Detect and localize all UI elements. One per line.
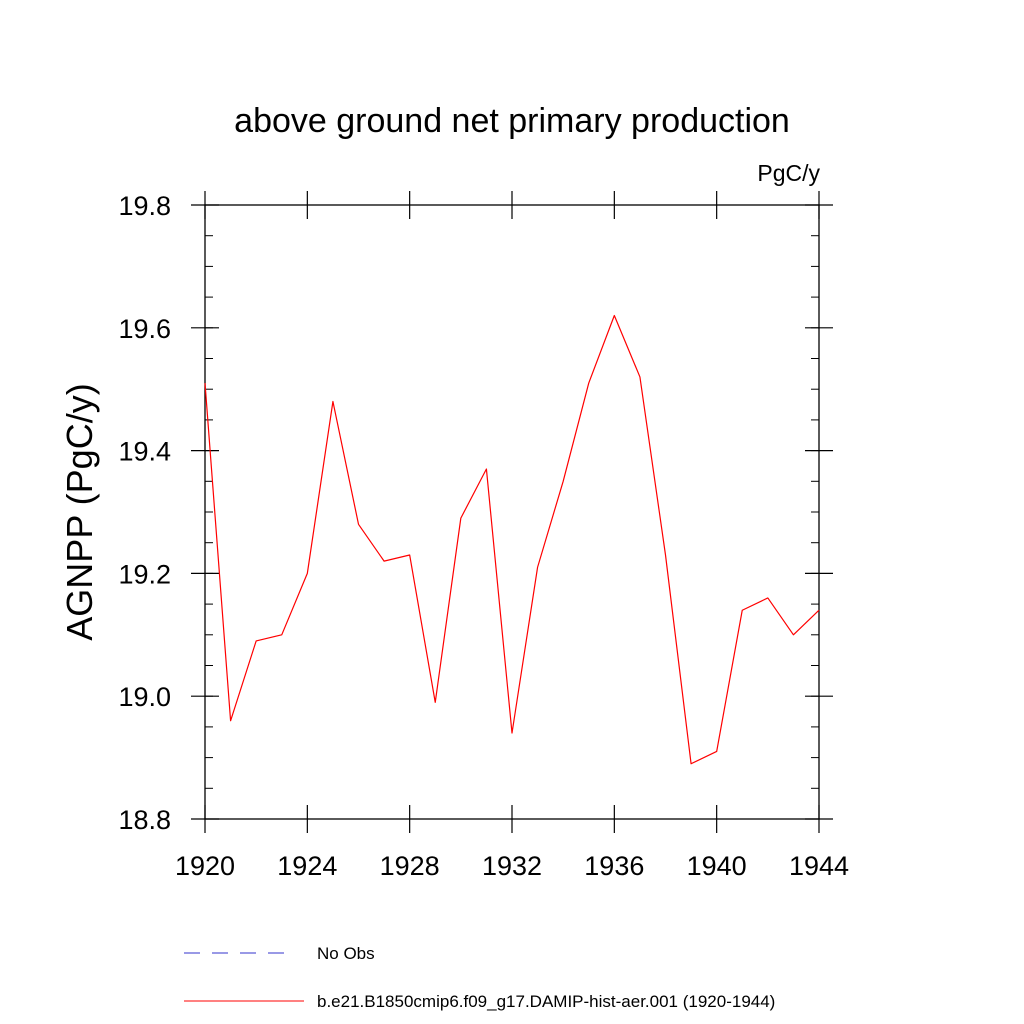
axis-ticks — [191, 191, 833, 833]
x-tick-label: 1944 — [789, 851, 849, 881]
y-tick-label: 19.2 — [118, 559, 171, 589]
y-tick-labels: 18.8 19.0 19.2 19.4 19.6 19.8 — [118, 191, 171, 835]
x-tick-labels: 1920 1924 1928 1932 1936 1940 1944 — [175, 851, 849, 881]
x-tick-label: 1920 — [175, 851, 235, 881]
y-tick-label: 18.8 — [118, 805, 171, 835]
x-tick-label: 1932 — [482, 851, 542, 881]
x-tick-label: 1936 — [584, 851, 644, 881]
y-tick-label: 19.6 — [118, 314, 171, 344]
chart-title: above ground net primary production — [234, 102, 790, 140]
y-tick-label: 19.4 — [118, 437, 171, 467]
series-line — [204, 314, 820, 765]
units-label: PgC/y — [757, 160, 820, 186]
y-tick-label: 19.0 — [118, 682, 171, 712]
legend-label: b.e21.B1850cmip6.f09_g17.DAMIP-hist-aer.… — [317, 992, 775, 1011]
legend-label: No Obs — [317, 944, 375, 963]
legend: No Obs b.e21.B1850cmip6.f09_g17.DAMIP-his… — [184, 944, 775, 1011]
y-tick-label: 19.8 — [118, 191, 171, 221]
x-tick-label: 1924 — [277, 851, 337, 881]
y-axis-label: AGNPP (PgC/y) — [59, 383, 100, 640]
x-tick-label: 1928 — [380, 851, 440, 881]
series-layer — [204, 314, 820, 765]
x-tick-label: 1940 — [687, 851, 747, 881]
